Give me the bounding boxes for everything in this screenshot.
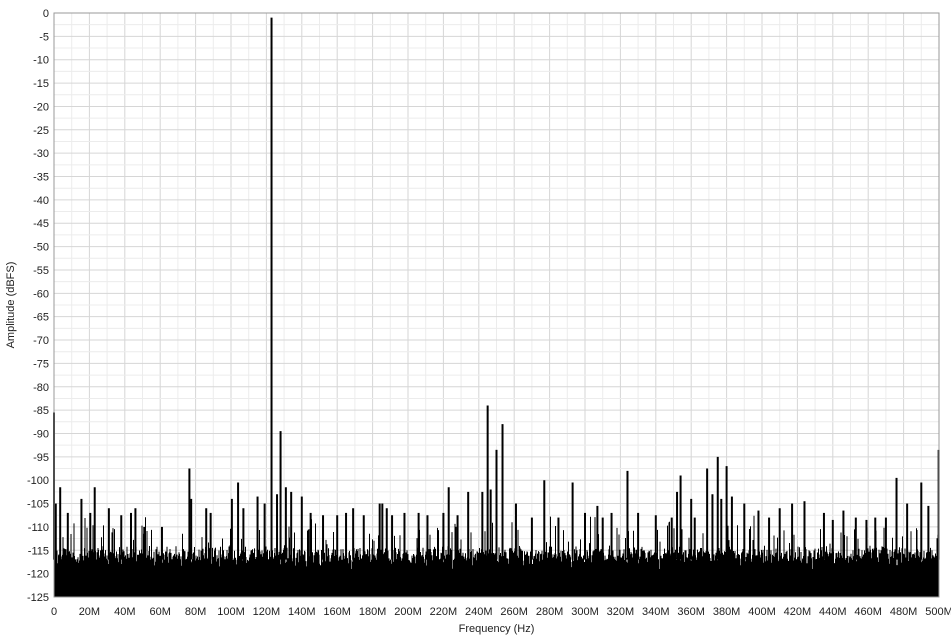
x-tick-label: 320M [607, 606, 635, 618]
y-tick-label: -120 [27, 569, 49, 581]
y-tick-labels: 0 -5 -10 -15 -20 -25 -30 -35 -40 -45 -50 -55 -60 -65 -… [27, 8, 49, 604]
x-tick-label: 120M [253, 606, 281, 618]
x-tick-label: 220M [430, 606, 458, 618]
y-tick-label: -65 [33, 312, 49, 324]
y-tick-label: -10 [33, 55, 49, 67]
noise-floor [53, 515, 940, 597]
x-tick-label: 20M [79, 606, 100, 618]
x-tick-label: 300M [571, 606, 599, 618]
x-tick-label: 40M [114, 606, 135, 618]
y-tick-label: -55 [33, 265, 49, 277]
x-tick-label: 180M [359, 606, 387, 618]
x-tick-label: 400M [748, 606, 776, 618]
series-spectrum [53, 17, 940, 560]
x-tick-label: 160M [323, 606, 351, 618]
x-tick-label: 240M [465, 606, 493, 618]
y-tick-label: -75 [33, 358, 49, 370]
y-tick-label: -70 [33, 335, 49, 347]
y-tick-label: -85 [33, 405, 49, 417]
x-tick-label: 280M [536, 606, 564, 618]
y-tick-label: -105 [27, 499, 49, 511]
x-tick-label: 480M [890, 606, 918, 618]
y-tick-label: -95 [33, 452, 49, 464]
x-tick-label: 420M [784, 606, 812, 618]
x-tick-label: 260M [500, 606, 528, 618]
y-tick-label: -5 [39, 31, 49, 43]
x-axis-label: Frequency (Hz) [459, 623, 535, 635]
y-tick-label: -20 [33, 101, 49, 113]
x-tick-label: 460M [854, 606, 882, 618]
x-tick-label: 60M [149, 606, 170, 618]
y-tick-label: -35 [33, 172, 49, 184]
x-tick-label: 0 [51, 606, 57, 618]
y-tick-label: -15 [33, 78, 49, 90]
y-tick-label: -40 [33, 195, 49, 207]
y-tick-label: -45 [33, 218, 49, 230]
x-tick-label: 360M [677, 606, 705, 618]
y-tick-label: -50 [33, 242, 49, 254]
y-tick-label: -30 [33, 148, 49, 160]
plot-frame [53, 12, 940, 598]
y-tick-label: -25 [33, 125, 49, 137]
y-tick-label: 0 [43, 8, 49, 20]
x-tick-label: 80M [185, 606, 206, 618]
y-tick-label: -125 [27, 592, 49, 604]
y-tick-label: -100 [27, 475, 49, 487]
noise-floor-band [54, 568, 939, 597]
x-tick-label: 380M [713, 606, 741, 618]
y-tick-label: -60 [33, 288, 49, 300]
y-tick-label: -90 [33, 428, 49, 440]
x-tick-label: 100M [217, 606, 245, 618]
y-tick-label: -110 [28, 522, 49, 534]
x-tick-label: 140M [288, 606, 316, 618]
y-tick-label: -115 [28, 545, 49, 557]
x-tick-label: 500M [925, 606, 951, 618]
x-tick-label: 340M [642, 606, 670, 618]
x-tick-label: 200M [394, 606, 422, 618]
x-tick-label: 440M [819, 606, 847, 618]
x-tick-labels: 0 20M 40M 60M 80M 100M 120M 140M 160M 180M 200M 220… [51, 606, 951, 618]
y-tick-label: -80 [33, 382, 49, 394]
y-axis-label: Amplitude (dBFS) [5, 262, 17, 349]
